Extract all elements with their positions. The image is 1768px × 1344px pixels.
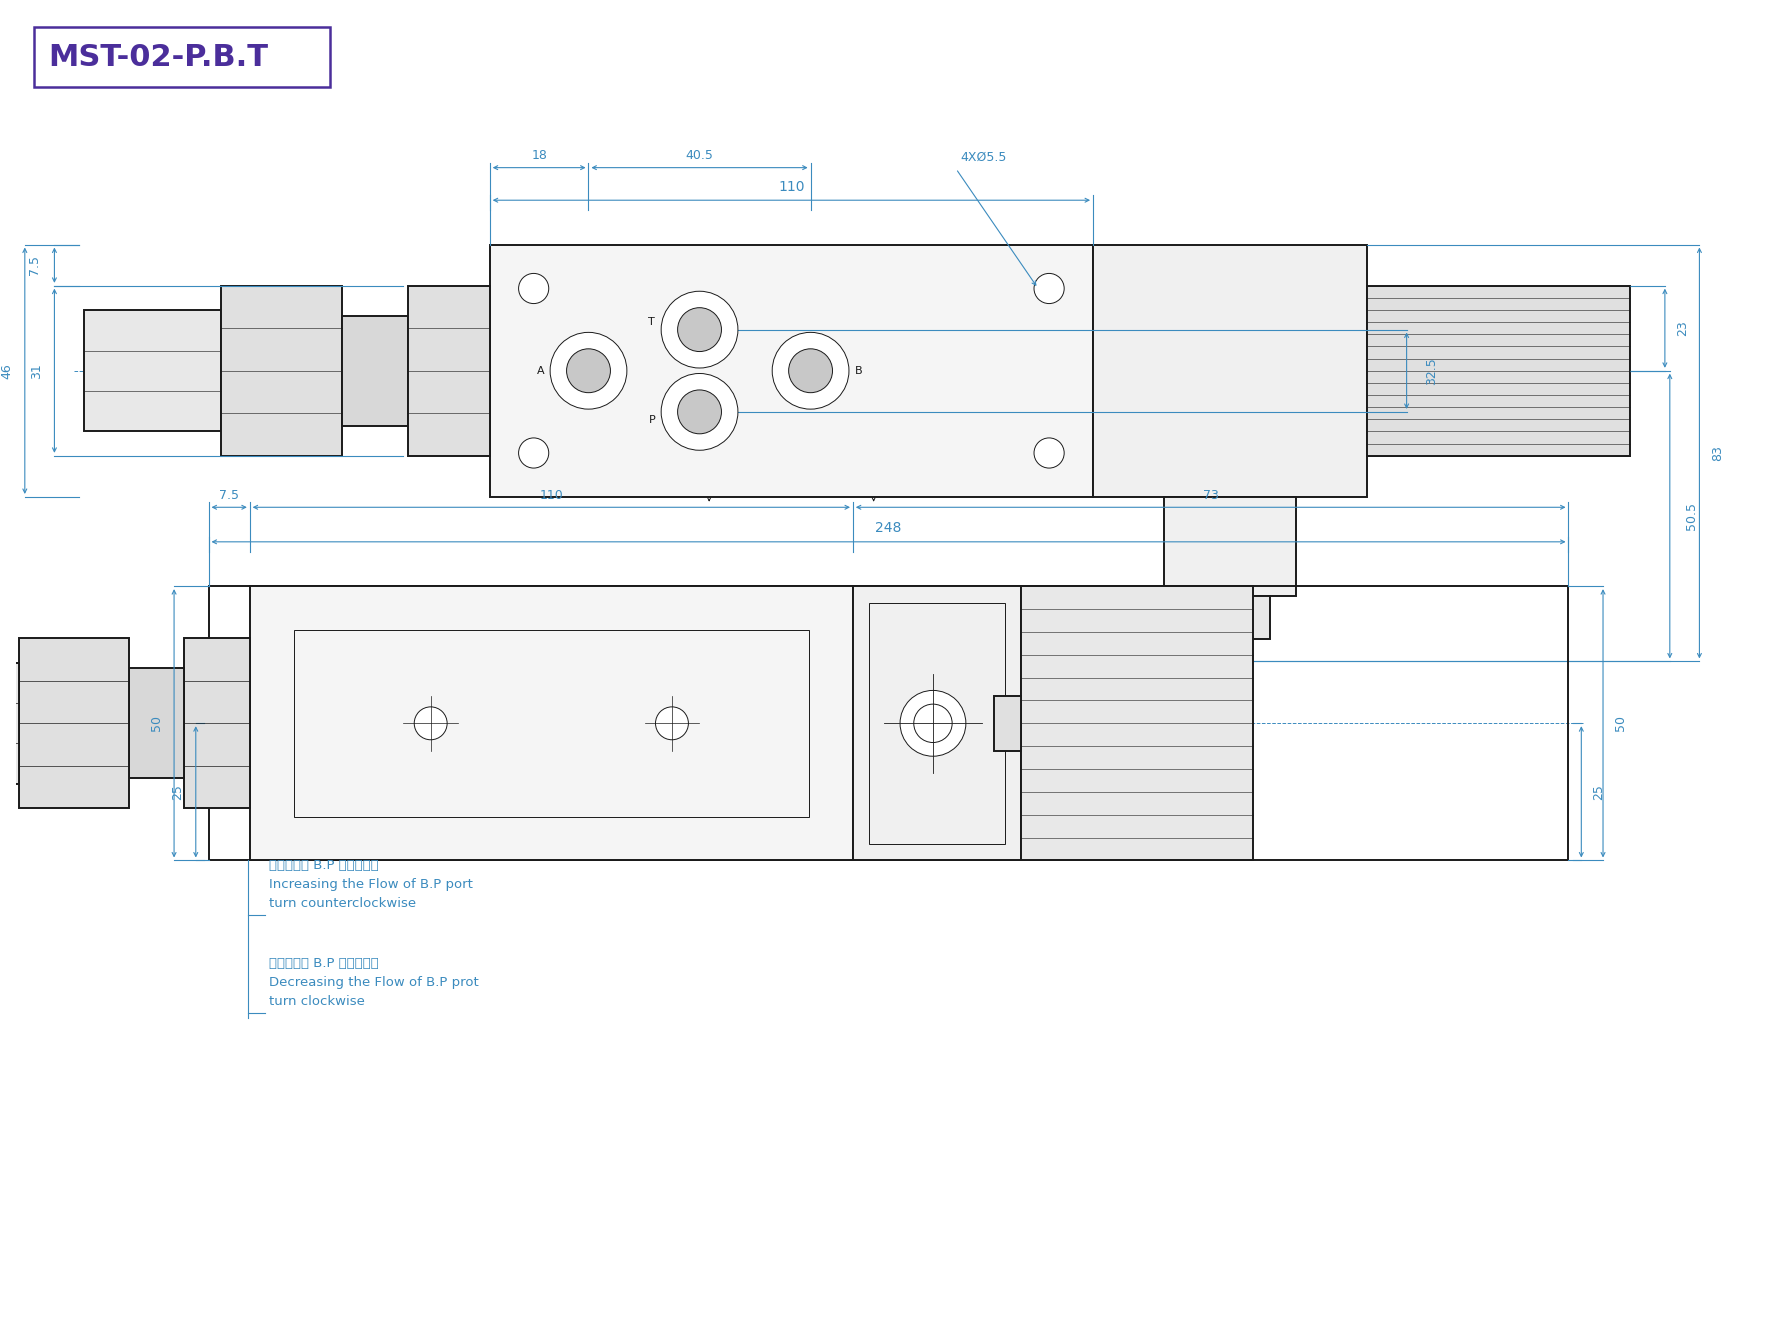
Text: 248: 248	[875, 521, 902, 535]
Text: 50: 50	[150, 715, 163, 731]
Text: 40.5: 40.5	[686, 149, 714, 163]
Bar	[1190, 595, 1269, 640]
Bar	[1093, 245, 1367, 497]
Text: P: P	[649, 415, 656, 425]
Bar	[1367, 286, 1630, 456]
Text: 18: 18	[530, 149, 546, 163]
Bar	[852, 586, 1022, 860]
Bar	[408, 286, 490, 456]
Bar	[1165, 497, 1296, 595]
Bar	[490, 245, 1093, 497]
Circle shape	[661, 374, 737, 450]
Circle shape	[773, 332, 849, 409]
Text: 25: 25	[1593, 784, 1605, 800]
Circle shape	[1034, 273, 1064, 304]
Circle shape	[550, 332, 628, 409]
Text: 83: 83	[1711, 445, 1724, 461]
Text: 7.5: 7.5	[219, 489, 239, 501]
Text: 50: 50	[1614, 715, 1627, 731]
Text: 110: 110	[539, 489, 564, 501]
Bar	[1022, 586, 1254, 860]
Text: 32.5: 32.5	[1425, 358, 1437, 384]
FancyBboxPatch shape	[34, 27, 331, 87]
Bar	[184, 638, 249, 808]
Text: T: T	[649, 317, 656, 327]
Text: 順時针轉動 B.P 孔流量減少
Decreasing the Flow of B.P prot
turn clockwise: 順時针轉動 B.P 孔流量減少 Decreasing the Flow of B…	[269, 957, 479, 1008]
Text: 25: 25	[171, 784, 184, 800]
Circle shape	[1034, 438, 1064, 468]
Circle shape	[677, 308, 721, 352]
Text: 7.5: 7.5	[28, 255, 41, 276]
Bar	[341, 316, 408, 426]
Text: 110: 110	[778, 180, 804, 195]
Text: A: A	[536, 366, 545, 376]
Bar	[994, 696, 1022, 751]
Circle shape	[661, 292, 737, 368]
Bar	[85, 310, 221, 431]
Bar	[19, 638, 129, 808]
Circle shape	[677, 390, 721, 434]
Bar	[129, 668, 184, 778]
Bar	[249, 586, 852, 860]
Text: B: B	[856, 366, 863, 376]
Bar	[293, 630, 810, 817]
Circle shape	[518, 438, 548, 468]
Bar	[221, 286, 341, 456]
Text: 逆時针轉動 B.P 孔流量增加
Increasing the Flow of B.P port
turn counterclockwise: 逆時针轉動 B.P 孔流量增加 Increasing the Flow of B…	[269, 859, 474, 910]
Circle shape	[518, 273, 548, 304]
Bar	[209, 586, 1568, 860]
Bar	[1211, 640, 1250, 661]
Text: 23: 23	[1676, 320, 1688, 336]
Circle shape	[656, 707, 688, 739]
Text: 50.5: 50.5	[1685, 503, 1697, 530]
Circle shape	[789, 349, 833, 392]
Circle shape	[566, 349, 610, 392]
Text: 73: 73	[1202, 489, 1218, 501]
Text: 46: 46	[0, 363, 14, 379]
Text: 4XØ5.5: 4XØ5.5	[960, 151, 1008, 164]
Text: MST-02-P.B.T: MST-02-P.B.T	[48, 43, 269, 71]
Bar	[0, 663, 19, 784]
Circle shape	[900, 691, 965, 757]
Bar	[870, 602, 1004, 844]
Circle shape	[414, 707, 447, 739]
Text: 31: 31	[30, 363, 42, 379]
